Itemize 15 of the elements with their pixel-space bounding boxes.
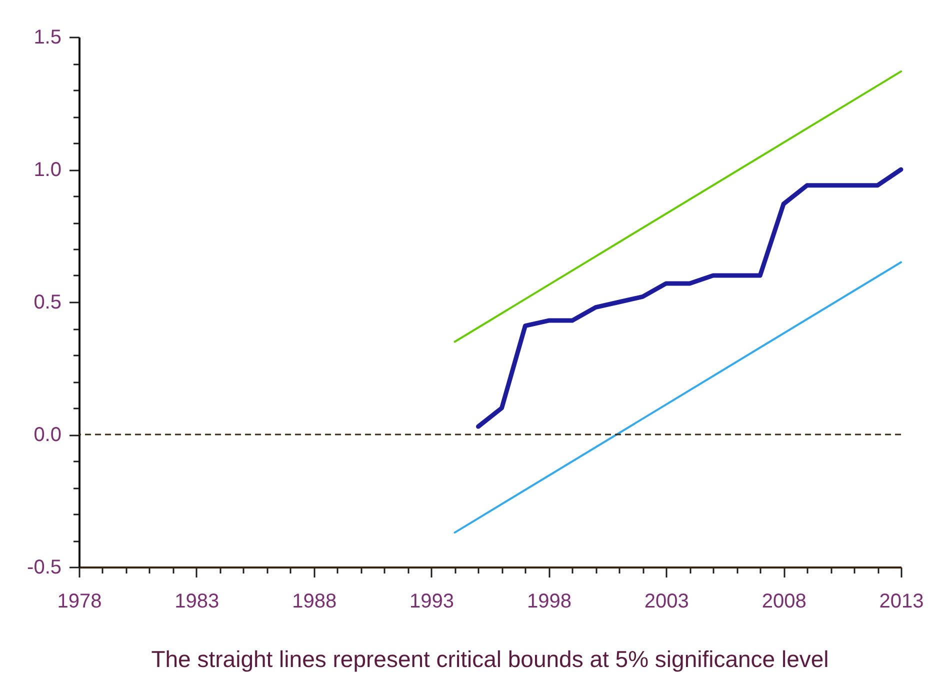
y-tick-label: -0.5 <box>27 556 62 578</box>
y-tick-label: 0.5 <box>34 292 62 314</box>
y-tick-label: 1.5 <box>34 26 62 48</box>
x-tick-label: 2003 <box>644 590 689 612</box>
x-tick-label: 1983 <box>174 590 220 612</box>
x-tick-label: 1978 <box>57 590 102 612</box>
line-series <box>476 167 904 429</box>
x-tick-label: 1993 <box>410 590 454 612</box>
text: The straight lines represent critical bounds at 5% significance level <box>151 646 829 672</box>
x-tick-label: 2008 <box>762 590 806 612</box>
x-tick-label: 1998 <box>526 590 572 612</box>
y-tick-label: 1.0 <box>34 159 62 181</box>
x-tick-label: 1988 <box>292 590 337 612</box>
y-tick-label: 0.0 <box>34 424 62 446</box>
x-tick-label: 2013 <box>879 590 924 612</box>
